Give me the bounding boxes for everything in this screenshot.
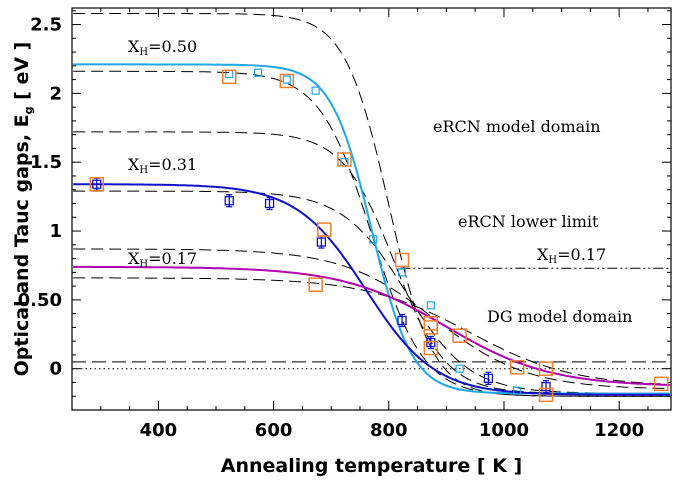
y-axis-label: Optical and Tauc gaps, Eg [ eV ] bbox=[11, 42, 35, 377]
annotations: XH=0.50 XH=0.31 XH=0.17 XH=0.17 eRCN model d… bbox=[128, 37, 632, 326]
data-point bbox=[455, 364, 464, 373]
data-point bbox=[538, 387, 554, 403]
data-point bbox=[337, 152, 352, 167]
data-point bbox=[452, 328, 467, 343]
data-points bbox=[89, 68, 669, 403]
model-curve bbox=[73, 190, 670, 394]
axis-ticks: 400 600 800 1000 1200 0 0.50 1 1.5 2 2.5 bbox=[18, 8, 671, 441]
data-point bbox=[653, 376, 669, 392]
y-tick-label: 0.50 bbox=[18, 290, 62, 311]
data-point bbox=[224, 194, 234, 208]
data-point bbox=[423, 320, 439, 335]
model-curve bbox=[73, 13, 670, 397]
data-point bbox=[316, 235, 327, 249]
x-tick-label: 600 bbox=[255, 420, 293, 441]
fit-curve bbox=[73, 183, 670, 396]
model-curve bbox=[73, 277, 670, 385]
data-point bbox=[394, 252, 410, 268]
x-tick-label: 800 bbox=[370, 420, 408, 441]
data-point bbox=[221, 69, 237, 85]
fit-curve bbox=[73, 265, 670, 386]
data-point bbox=[397, 313, 407, 328]
fit-curves bbox=[73, 63, 670, 396]
y-tick-label: 2.5 bbox=[30, 15, 62, 36]
data-point bbox=[397, 268, 407, 277]
model-curves bbox=[73, 13, 670, 397]
data-point bbox=[541, 379, 551, 394]
model-curve bbox=[73, 70, 670, 397]
data-point bbox=[279, 73, 295, 89]
data-point bbox=[225, 69, 234, 79]
data-point bbox=[483, 371, 494, 385]
data-point bbox=[538, 361, 554, 376]
x-tick-label: 1200 bbox=[594, 420, 644, 441]
data-point bbox=[253, 68, 263, 77]
y-tick-label: 0 bbox=[49, 359, 62, 380]
data-point bbox=[369, 235, 378, 244]
data-point bbox=[89, 176, 105, 192]
data-point bbox=[513, 386, 522, 395]
data-point bbox=[509, 360, 525, 375]
annotation: DG model domain bbox=[487, 307, 632, 326]
x-axis-label: Annealing temperature [ K ] bbox=[221, 455, 522, 477]
data-point bbox=[308, 277, 323, 292]
data-point bbox=[282, 75, 291, 84]
data-point bbox=[317, 222, 332, 237]
data-point bbox=[423, 340, 439, 356]
data-point bbox=[426, 335, 436, 350]
data-point bbox=[423, 316, 439, 331]
annotation: XH=0.17 bbox=[537, 245, 606, 266]
x-tick-label: 400 bbox=[140, 420, 178, 441]
plot-frame bbox=[71, 7, 672, 411]
annotation: XH=0.31 bbox=[128, 155, 197, 176]
x-tick-label: 1000 bbox=[479, 420, 529, 441]
annotation: XH=0.17 bbox=[128, 249, 197, 270]
data-point bbox=[311, 86, 320, 95]
annotation: eRCN lower limit bbox=[458, 212, 599, 231]
model-curve bbox=[73, 248, 670, 389]
reference-lines bbox=[72, 267, 671, 370]
data-point bbox=[426, 301, 435, 310]
data-point bbox=[264, 196, 275, 211]
y-tick-label: 1 bbox=[49, 221, 62, 242]
y-tick-label: 1.5 bbox=[30, 152, 62, 173]
y-tick-label: 2 bbox=[49, 83, 62, 104]
annotation: XH=0.50 bbox=[128, 37, 197, 58]
annotation: eRCN model domain bbox=[433, 117, 601, 136]
